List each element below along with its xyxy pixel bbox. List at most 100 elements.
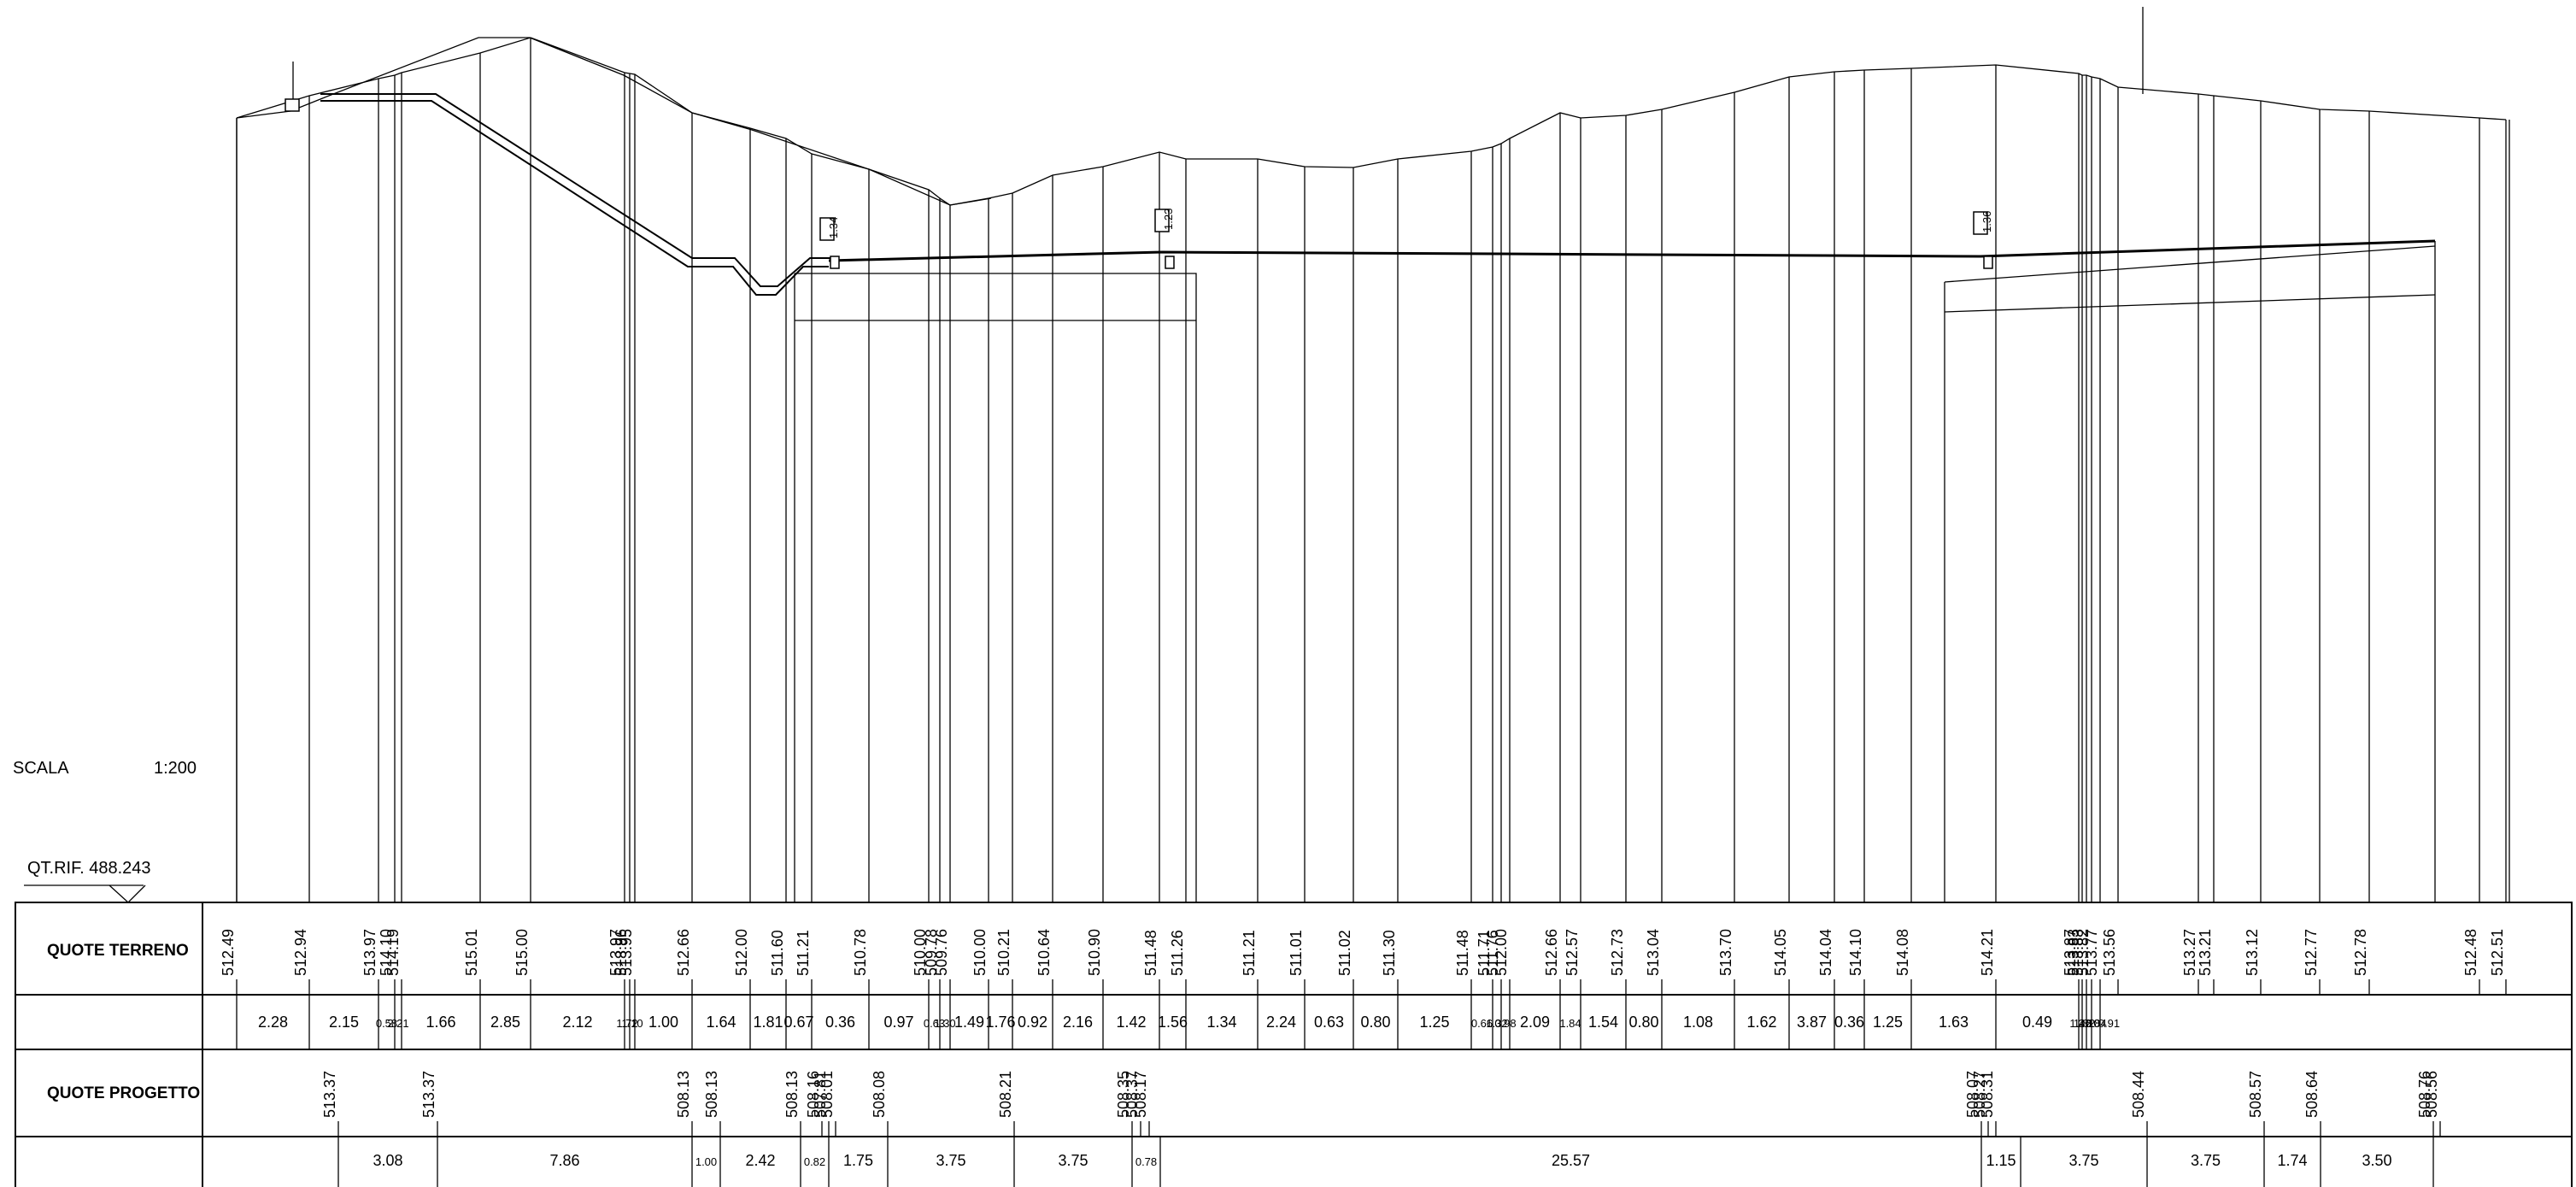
design-elevation: 508.31 — [1979, 1071, 1996, 1118]
scale-label: SCALA — [13, 759, 69, 778]
terrain-distance: 1.54 — [1588, 1014, 1618, 1031]
design-distance: 3.75 — [2068, 1152, 2098, 1169]
scale-value: 1:200 — [154, 759, 197, 778]
terrain-elevation: 509.76 — [933, 929, 950, 976]
terrain-elevation: 510.00 — [912, 929, 929, 976]
design-distance: 1.00 — [695, 1155, 717, 1168]
terrain-elevation: 514.21 — [1979, 929, 1996, 976]
terrain-distance: 1.62 — [1746, 1014, 1776, 1031]
terrain-distance: 2.84 — [2085, 1017, 2106, 1030]
design-elevation: 508.21 — [997, 1071, 1014, 1118]
design-distance: 2.42 — [745, 1152, 775, 1169]
design-elevation: 508.13 — [783, 1071, 801, 1118]
terrain-distance: 0.36 — [1834, 1014, 1864, 1031]
design-elevation: 508.13 — [703, 1071, 720, 1118]
design-elevation: 508.07 — [1964, 1071, 1981, 1118]
terrain-elevation: 511.26 — [1169, 930, 1186, 976]
terrain-station-lines — [236, 7, 2507, 902]
terrain-distance-values: 2.28 2.15 0.582.21 1.66 2.85 2.12 1.721.10 1.00… — [236, 995, 2120, 1049]
design-distance: 3.50 — [2362, 1152, 2391, 1169]
terrain-elevation: 511.01 — [1288, 930, 1305, 976]
terrain-elevation: 513.56 — [2101, 929, 2118, 976]
terrain-elevation: 513.95 — [618, 929, 635, 976]
reference-level-marker — [24, 884, 146, 903]
terrain-elevation: 511.02 — [1336, 930, 1353, 976]
terrain-elevation: 514.05 — [1772, 929, 1789, 976]
terrain-distance: 1.56 — [1158, 1014, 1188, 1031]
design-distance: 7.86 — [549, 1152, 579, 1169]
terrain-distance: 1.72 — [616, 1017, 637, 1030]
terrain-elevation: 512.66 — [675, 929, 692, 976]
design-distance: 3.75 — [936, 1152, 965, 1169]
design-elevation: 508.13 — [675, 1071, 692, 1118]
terrain-distance: 2.12 — [562, 1014, 592, 1031]
terrain-row-label: QUOTE TERRENO — [47, 942, 189, 960]
terrain-distance: 0.36 — [825, 1014, 855, 1031]
terrain-elevation: 512.00 — [1493, 929, 1510, 976]
terrain-elevation: 512.77 — [2303, 929, 2320, 976]
terrain-distance: 1.66 — [425, 1014, 455, 1031]
pipeline-main — [828, 239, 2436, 262]
terrain-profile — [236, 37, 2510, 902]
terrain-distance: 0.91 — [2098, 1017, 2120, 1030]
design-elevation: 508.16 — [805, 1071, 822, 1118]
terrain-distance: 1.81 — [753, 1014, 783, 1031]
terrain-elevation: 510.00 — [971, 929, 989, 976]
design-elevation: 507.81 — [812, 1071, 829, 1118]
terrain-elevation: 513.83 — [2065, 929, 2082, 976]
terrain-distance: 2.15 — [329, 1014, 359, 1031]
terrain-distance: 1.32 — [1486, 1017, 1507, 1030]
terrain-elevation: 511.21 — [795, 930, 812, 976]
terrain-distance: 1.10 — [621, 1017, 643, 1030]
terrain-elevation: 514.04 — [1817, 929, 1834, 976]
design-distance: 0.78 — [1135, 1155, 1157, 1168]
terrain-elevation: 512.49 — [220, 929, 237, 976]
reference-level-label: QT.RIF. 488.243 — [27, 859, 151, 878]
terrain-distance: 1.46 — [2069, 1017, 2091, 1030]
terrain-distance: 2.21 — [387, 1017, 408, 1030]
design-elevation: 508.56 — [2423, 1071, 2440, 1118]
chamber-3-top — [1944, 245, 2436, 283]
design-elevation: 508.57 — [2247, 1071, 2264, 1118]
terrain-elevation: 511.48 — [1142, 930, 1159, 976]
terrain-elevation: 512.78 — [2352, 929, 2369, 976]
terrain-distance: 1.76 — [985, 1014, 1015, 1031]
terrain-elevation: 510.21 — [995, 929, 1012, 976]
design-distance: 1.75 — [843, 1152, 873, 1169]
terrain-elevation: 512.51 — [2489, 929, 2506, 976]
design-elevation: 508.01 — [819, 1071, 836, 1118]
terrain-elevation: 511.60 — [769, 930, 786, 976]
terrain-distance: 2.24 — [1266, 1014, 1296, 1031]
terrain-elevation: 511.76 — [1484, 930, 1501, 976]
design-elevation: 513.37 — [420, 1071, 437, 1118]
terrain-distance: 1.34 — [1206, 1014, 1236, 1031]
terrain-elevation: 513.83 — [2069, 929, 2086, 976]
terrain-line — [236, 37, 2507, 206]
terrain-elevation: 511.71 — [1476, 930, 1493, 976]
terrain-distance: 3.87 — [1797, 1014, 1827, 1031]
terrain-distance: 0.80 — [1360, 1014, 1390, 1031]
chamber-1-outline — [795, 273, 1197, 902]
terrain-distance: 2.10 — [2078, 1017, 2099, 1030]
terrain-elevation: 513.12 — [2244, 929, 2261, 976]
terrain-elevation: 513.27 — [2181, 929, 2198, 976]
terrain-distance: 2.16 — [1063, 1014, 1093, 1031]
terrain-distance: 1.25 — [1419, 1014, 1449, 1031]
design-elevation: 508.08 — [871, 1071, 888, 1118]
terrain-distance: 2.85 — [490, 1014, 520, 1031]
terrain-line-overlay — [236, 37, 992, 206]
design-elevation: 508.76 — [2416, 1071, 2433, 1118]
design-elevation: 508.27 — [1971, 1071, 1988, 1118]
terrain-distance: 1.49 — [954, 1014, 984, 1031]
chamber-3-base — [1944, 294, 2436, 313]
terrain-distance: 0.63 — [1314, 1014, 1344, 1031]
design-pipeline: 1.34 1.23 1.36 — [285, 62, 2436, 902]
terrain-distance: 0.58 — [376, 1017, 397, 1030]
profile-table-grid — [15, 902, 2573, 1187]
well-height-label: 1.34 — [827, 217, 840, 238]
terrain-distance: 1.84 — [1559, 1017, 1581, 1030]
design-distance: 3.08 — [373, 1152, 402, 1169]
terrain-elevation: 514.10 — [378, 929, 395, 976]
terrain-elevation: 512.00 — [733, 929, 750, 976]
